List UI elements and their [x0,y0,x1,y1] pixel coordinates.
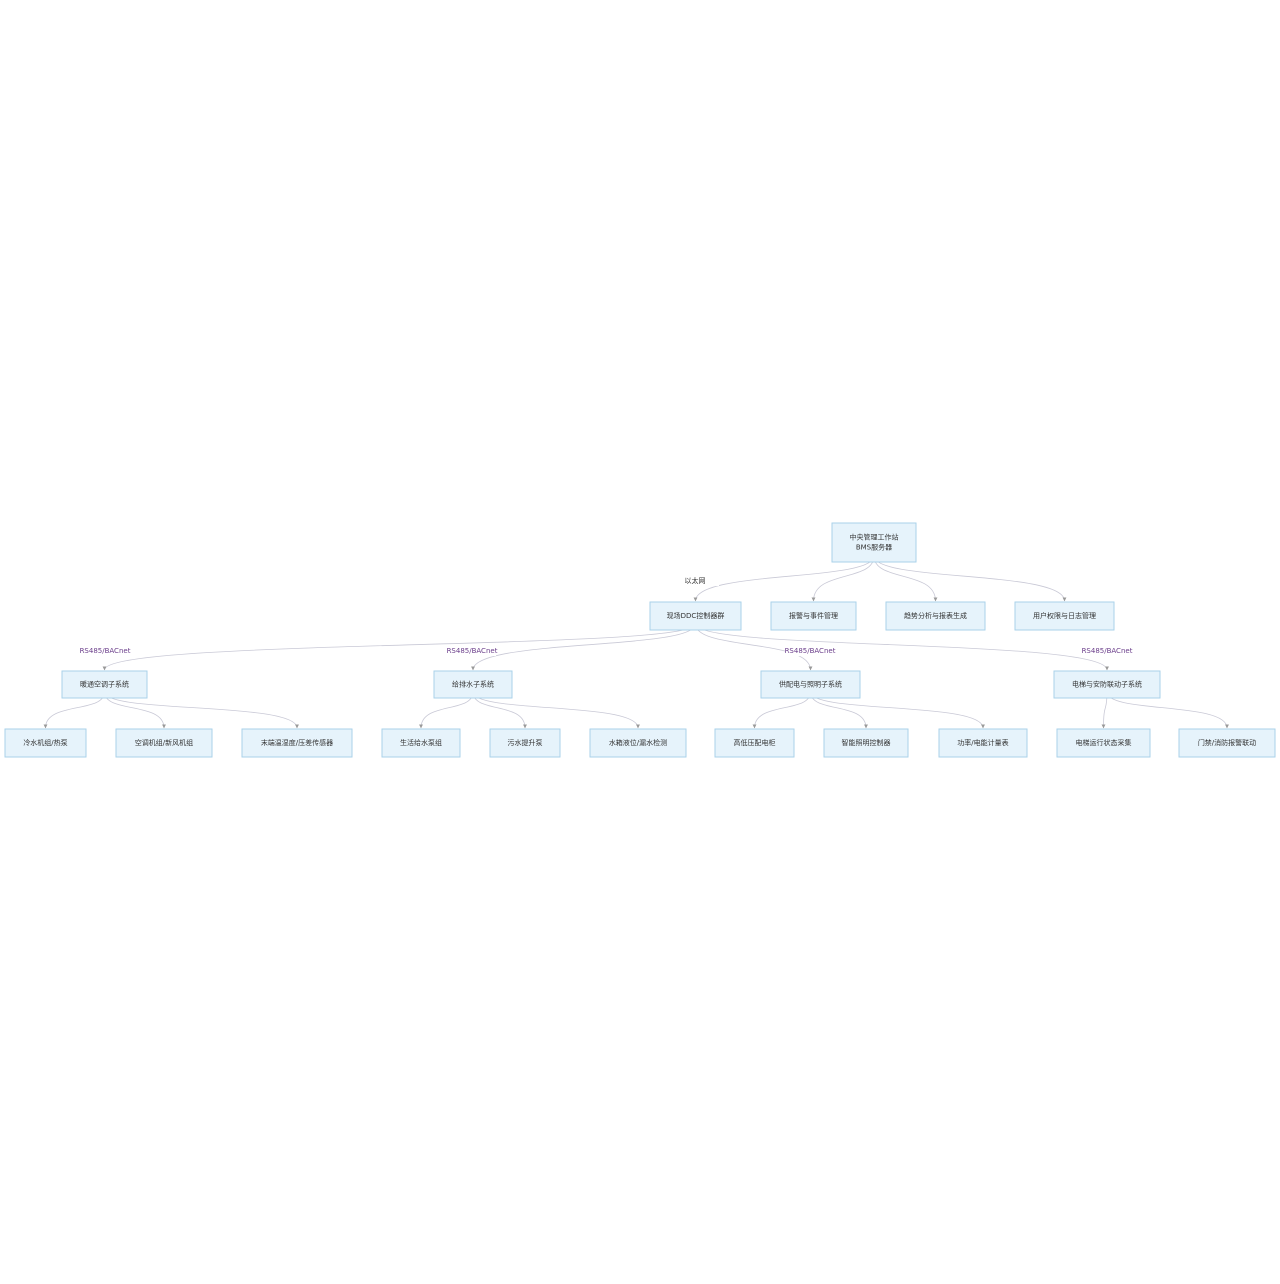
node-box [433,670,513,699]
node-label: 供配电与照明子系统 [779,680,842,689]
node-label: 用户权限与日志管理 [1033,611,1096,620]
node: 空调机组/新风机组 [115,728,213,758]
node: 电梯运行状态采集 [1056,728,1151,758]
node-box [4,728,87,758]
node-box [241,728,353,758]
node-label: 空调机组/新风机组 [135,738,193,747]
node-box [115,728,213,758]
edge [695,623,1109,671]
node-label: 门禁/消防报警联动 [1198,738,1256,747]
node-label: 暖通空调子系统 [80,680,129,689]
edge [873,555,1067,602]
node-label: 高低压配电柜 [734,738,776,747]
node-box [885,601,986,631]
edge [471,623,696,671]
edge-label: RS485/BACnet [1082,647,1133,655]
node-label: 给排水子系统 [452,680,494,689]
edge-label: RS485/BACnet [785,647,836,655]
node-box [489,728,561,758]
node: 暖通空调子系统 [61,670,148,699]
node-label: 冷水机组/热泵 [23,738,67,747]
edge-label: 以太网 [685,576,706,585]
node-label: 电梯运行状态采集 [1076,738,1132,747]
node-label: BMS服务器 [856,543,892,552]
node-box [381,728,461,758]
edge [811,555,875,602]
node-label: 生活给水泵组 [400,738,442,747]
node: 污水提升泵 [489,728,561,758]
node-label: 中央管理工作站 [850,533,899,542]
node-box [1056,728,1151,758]
node-label: 现场DDC控制器群 [667,611,725,620]
node: 智能照明控制器 [823,728,909,758]
node-box [823,728,909,758]
node-box [589,728,687,758]
node: 高低压配电柜 [714,728,795,758]
node-label: 报警与事件管理 [789,611,838,620]
node: 给排水子系统 [433,670,513,699]
edge-label-bg [1083,646,1131,656]
node-box [649,601,742,631]
edge [104,691,299,729]
node: 门禁/消防报警联动 [1178,728,1276,758]
edge [102,623,696,671]
node-box [938,728,1028,758]
node-box [1014,601,1115,631]
node: 生活给水泵组 [381,728,461,758]
node-box [831,522,917,563]
node: 冷水机组/热泵 [4,728,87,758]
edge-label: RS485/BACnet [80,647,131,655]
node: 用户权限与日志管理 [1014,601,1115,631]
edge [873,555,938,602]
edge-label-bg [786,646,834,656]
edge-label-bg [81,646,129,656]
node-label: 功率/电能计量表 [957,738,1008,747]
edge-label-bg [671,576,719,586]
node: 水箱液位/漏水检测 [589,728,687,758]
edge-label: RS485/BACnet [447,647,498,655]
node: 现场DDC控制器群 [649,601,742,631]
node-label: 污水提升泵 [508,738,543,747]
node-box [714,728,795,758]
node-box [760,670,861,699]
node: 电梯与安防联动子系统 [1053,670,1161,699]
node: 供配电与照明子系统 [760,670,861,699]
edge [693,555,875,602]
edge-label-bg [448,646,496,656]
node-box [1053,670,1161,699]
node-label: 趋势分析与报表生成 [904,611,967,620]
node-label: 水箱液位/漏水检测 [609,738,667,747]
node: 报警与事件管理 [770,601,857,631]
edge [695,623,813,671]
node-box [1178,728,1276,758]
node-label: 电梯与安防联动子系统 [1072,680,1142,689]
node-box [61,670,148,699]
node-label: 智能照明控制器 [842,738,891,747]
node-box [770,601,857,631]
node-label: 末端温湿度/压差传感器 [261,738,333,747]
node: 末端温湿度/压差传感器 [241,728,353,758]
node: 功率/电能计量表 [938,728,1028,758]
node: 趋势分析与报表生成 [885,601,986,631]
